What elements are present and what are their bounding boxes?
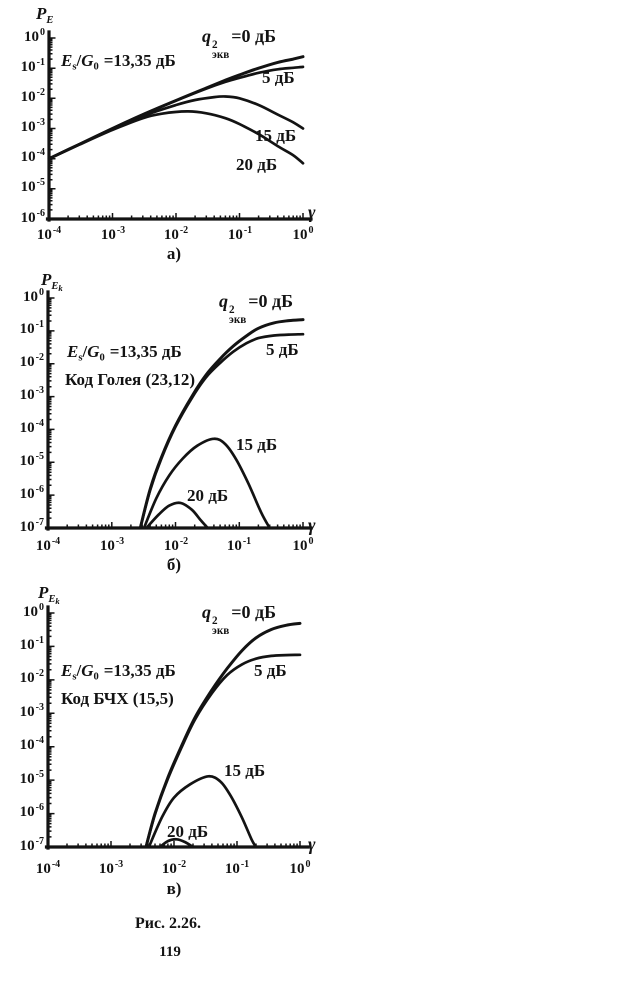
x-tick-label: 100	[289, 859, 311, 877]
legend-q-label: q 2 экв =0 дБ	[202, 26, 277, 62]
q-superscript-subscript: 2 экв	[229, 303, 247, 327]
page-number: 119	[159, 944, 181, 960]
chart-v-curve-20дБ	[158, 837, 195, 849]
y-tick-label: 10-6	[20, 208, 45, 226]
subplot-label-b: б)	[166, 555, 182, 574]
x-tick-label: 10-2	[163, 536, 189, 554]
x-tick-label: 10-1	[227, 225, 253, 243]
y-tick-label: 10-1	[19, 319, 44, 337]
x-tick-label: 10-1	[224, 859, 250, 877]
chart-b-axes	[44, 290, 313, 531]
condition-label: Es/G0 =13,35 дБ	[61, 51, 176, 73]
x-tick-label: 10-3	[98, 859, 124, 877]
x-tick-label: 10-4	[35, 859, 61, 877]
y-tick-label: 100	[24, 27, 45, 45]
subplot-label-v: в)	[166, 879, 182, 898]
x-axis-label: γ	[308, 515, 316, 535]
curve-label-15db: 15 дБ	[236, 435, 278, 454]
chart-b-tick-marks	[48, 297, 304, 529]
y-tick-label: 10-2	[19, 668, 44, 686]
x-tick-label: 10-1	[226, 536, 252, 554]
y-tick-label: 10-4	[20, 147, 45, 165]
y-tick-label: 10-3	[19, 702, 44, 720]
curve-label-5db: 5 дБ	[262, 68, 295, 87]
y-tick-label: 10-3	[19, 385, 44, 403]
chart-b-curve-5дБ	[138, 332, 305, 530]
y-axis-label: PEk	[38, 583, 60, 606]
curve-label-20db: 20 дБ	[167, 822, 209, 841]
y-tick-label: 10-4	[19, 735, 44, 753]
y-tick-label: 10-2	[19, 352, 44, 370]
y-tick-label: 100	[23, 287, 44, 305]
curve-label-15db: 15 дБ	[224, 761, 266, 780]
y-tick-label: 10-2	[20, 87, 45, 105]
x-tick-label: 100	[292, 225, 314, 243]
curve-label-20db: 20 дБ	[236, 155, 278, 174]
subplot-label-a: а)	[166, 244, 182, 263]
chart-v-curve-15дБ	[147, 774, 258, 849]
curve-label-15db: 15 дБ	[255, 126, 297, 145]
legend-q-label: q 2 экв =0 дБ	[202, 602, 277, 638]
curve-label-5db: 5 дБ	[254, 661, 287, 680]
y-tick-label: 10-4	[19, 418, 44, 436]
chart-v-axes	[44, 605, 310, 850]
x-tick-label: 10-3	[99, 536, 125, 554]
y-tick-label: 10-1	[20, 57, 45, 75]
chart-a-tick-marks	[49, 37, 304, 220]
curve-label-20db: 20 дБ	[187, 486, 229, 505]
y-tick-label: 10-3	[20, 117, 45, 135]
q-superscript-subscript: 2 экв	[212, 614, 230, 638]
y-tick-label: 10-5	[20, 177, 45, 195]
x-tick-label: 10-3	[100, 225, 126, 243]
code-label: Код БЧХ (15,5)	[61, 689, 174, 708]
x-tick-label: 10-4	[35, 536, 61, 554]
x-tick-label: 10-4	[36, 225, 62, 243]
x-axis-label: γ	[308, 202, 316, 222]
chart-v-curve-0дБ	[144, 621, 302, 849]
curve-label-5db: 5 дБ	[266, 340, 299, 359]
q-superscript-subscript: 2 экв	[212, 38, 230, 62]
figure-caption: Рис. 2.26.	[134, 915, 202, 932]
y-axis-label: PEk	[41, 270, 63, 293]
legend-q-label: q 2 экв =0 дБ	[219, 291, 294, 327]
condition-label: Es/G0 =13,35 дБ	[61, 661, 176, 683]
condition-label: Es/G0 =13,35 дБ	[67, 342, 182, 364]
code-label: Код Голея (23,12)	[65, 370, 196, 389]
y-tick-label: 10-1	[19, 635, 44, 653]
y-tick-label: 100	[23, 602, 44, 620]
x-tick-label: 10-2	[163, 225, 189, 243]
chart-v-curve-5дБ	[144, 653, 302, 849]
chart-b-curve-20дБ	[145, 501, 210, 530]
x-tick-label: 10-2	[161, 859, 187, 877]
chart-v-tick-marks	[48, 612, 301, 848]
chart-a-curve-20дБ	[47, 110, 305, 165]
y-tick-label: 10-7	[19, 836, 44, 854]
y-tick-label: 10-7	[19, 517, 44, 535]
y-axis-label: PE	[36, 4, 54, 26]
chart-b-curve-15дБ	[142, 437, 272, 530]
y-tick-label: 10-6	[19, 484, 44, 502]
x-tick-label: 100	[292, 536, 314, 554]
y-tick-label: 10-5	[19, 451, 44, 469]
x-axis-label: γ	[308, 834, 316, 854]
y-tick-label: 10-5	[19, 769, 44, 787]
y-tick-label: 10-6	[19, 802, 44, 820]
